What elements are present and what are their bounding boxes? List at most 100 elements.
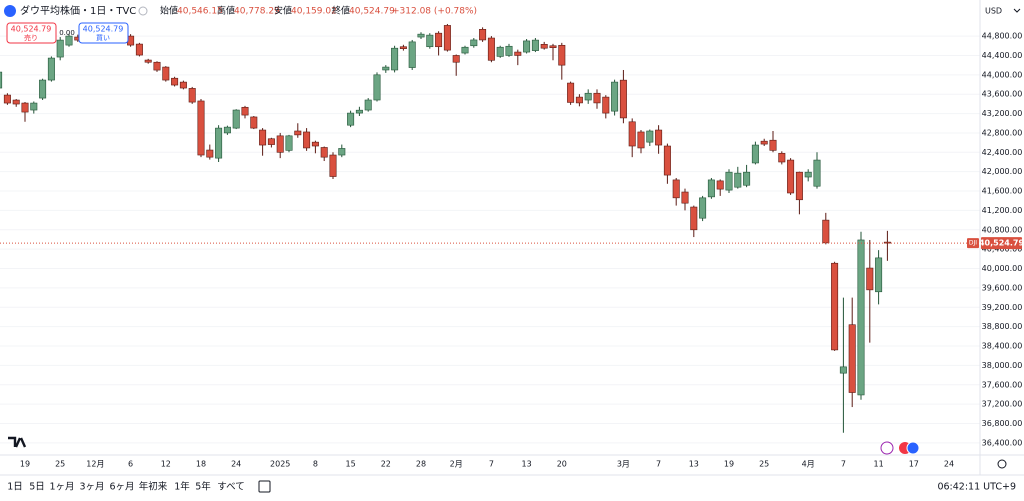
sell-price[interactable]: 40,524.79	[11, 25, 52, 34]
candle-body	[628, 121, 636, 147]
x-tick-label: 25	[55, 460, 65, 469]
candle-body	[584, 92, 592, 101]
y-tick-label: 40,800.00	[982, 225, 1023, 234]
candle-body	[373, 74, 381, 101]
candle-body	[822, 219, 830, 244]
currency[interactable]: USD	[985, 7, 1002, 16]
range-button[interactable]: 1日	[7, 482, 23, 493]
candle-body	[875, 257, 883, 293]
x-tick-label: 13	[522, 460, 532, 469]
sell-button[interactable]	[6, 22, 57, 44]
candle-body	[470, 39, 478, 47]
x-tick-label: 24	[944, 460, 954, 469]
candle-body	[602, 96, 610, 114]
candle-body	[223, 126, 231, 134]
candle-body	[408, 41, 416, 68]
candle-body	[558, 44, 566, 66]
candle-body	[567, 82, 575, 103]
range-button[interactable]: 年初来	[139, 481, 168, 493]
x-tick-label: 19	[20, 460, 30, 469]
candle-body	[479, 29, 487, 41]
candle-body	[426, 34, 434, 48]
y-tick-label: 44,000.00	[982, 70, 1023, 79]
candle-body	[611, 81, 619, 112]
y-tick-label: 42,400.00	[982, 148, 1023, 157]
range-button[interactable]: 5日	[29, 482, 45, 493]
y-tick-label: 44,400.00	[982, 51, 1023, 60]
y-tick-label: 36,800.00	[982, 419, 1023, 428]
y-tick-label: 42,800.00	[982, 128, 1023, 137]
x-tick-label: 12	[161, 460, 171, 469]
candle-body	[135, 43, 143, 56]
symbol-title[interactable]: ダウ平均株価・1日・TVC	[20, 4, 136, 17]
candle-body	[681, 191, 689, 204]
range-button[interactable]: 6ヶ月	[109, 482, 134, 493]
settings-icon[interactable]	[997, 459, 1007, 469]
x-tick-label: 17	[909, 460, 919, 469]
candle-body	[672, 179, 680, 199]
candle-body	[655, 129, 663, 146]
candle-body	[514, 51, 522, 56]
range-button[interactable]: すべて	[217, 482, 244, 493]
candle-body	[487, 37, 495, 61]
candle-body	[787, 159, 795, 194]
candle-body	[144, 59, 152, 63]
last-price-tag	[981, 237, 1022, 250]
x-tick-label: 7	[489, 460, 494, 469]
x-tick-label: 11	[874, 460, 884, 469]
buy-label[interactable]: 買い	[96, 34, 110, 42]
x-tick-label: 20	[557, 460, 567, 469]
x-tick-label: 15	[346, 460, 356, 469]
candle-body	[540, 44, 548, 49]
x-tick-label: 4月	[802, 460, 815, 469]
candle-body	[250, 116, 258, 129]
candle-body	[848, 324, 856, 393]
candle-body	[338, 148, 346, 156]
candle-body	[857, 239, 865, 396]
spread: 0.00	[59, 29, 75, 37]
candle-body	[575, 96, 583, 104]
candle-body	[769, 139, 777, 151]
candle-body	[435, 32, 443, 48]
candle-body	[813, 159, 821, 187]
clock: 06:42:11 UTC+9	[937, 482, 1016, 493]
candle-body	[3, 94, 11, 104]
symbol-tag	[967, 238, 979, 249]
candle-body	[65, 35, 73, 46]
candle-body	[188, 88, 196, 103]
candle-body	[883, 241, 891, 244]
candle-body	[804, 171, 812, 178]
candle-body	[734, 172, 742, 188]
candle-body	[751, 144, 759, 164]
candle-body	[39, 79, 47, 99]
high-value: 40,778.29	[234, 7, 280, 17]
range-button[interactable]: 5年	[195, 481, 211, 493]
symbol-tag-text: DJI	[969, 240, 977, 247]
flag-icon[interactable]	[906, 441, 920, 455]
x-tick-label: 3月	[617, 460, 630, 469]
candle-body	[831, 262, 839, 351]
candle-body	[329, 154, 337, 177]
y-tick-label: 40,000.00	[982, 264, 1023, 273]
calendar-icon[interactable]	[258, 480, 271, 493]
candle-body	[364, 99, 372, 111]
candle-body	[452, 55, 460, 63]
candle-body	[443, 25, 451, 51]
buy-price[interactable]: 40,524.79	[83, 25, 124, 34]
range-button[interactable]: 3ヶ月	[79, 482, 104, 493]
sell-label[interactable]: 売り	[24, 33, 38, 42]
x-tick-label: 2025	[270, 460, 290, 469]
candle-body	[241, 106, 249, 116]
range-button[interactable]: 1ヶ月	[49, 482, 74, 493]
range-button[interactable]: 1年	[174, 481, 190, 493]
buy-button[interactable]	[78, 22, 129, 44]
candle-body	[311, 141, 319, 147]
eye-icon[interactable]	[138, 6, 148, 16]
low-label: 安値	[274, 5, 292, 17]
candle-body	[320, 147, 328, 158]
last-price-label: 40,524.79	[979, 239, 1024, 248]
candle-body	[21, 102, 29, 113]
y-tick-label: 37,600.00	[982, 380, 1023, 389]
event-icon[interactable]	[880, 441, 894, 455]
